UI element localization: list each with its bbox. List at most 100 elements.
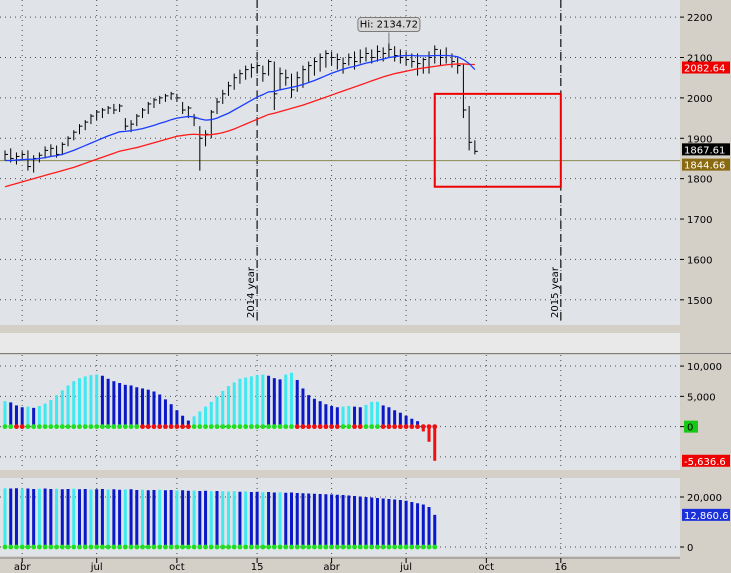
- oscillator-bar: [255, 375, 259, 427]
- high-callout-text: Hi: 2134.72: [360, 19, 418, 30]
- oscillator-bar: [175, 410, 179, 427]
- oscillator-zero-dot: [243, 424, 249, 430]
- volume-zero-dot: [191, 544, 197, 550]
- volume-bar: [341, 495, 345, 547]
- volume-zero-dot: [248, 544, 254, 550]
- oscillator-zero-dot: [117, 424, 122, 430]
- oscillator-bar: [209, 401, 213, 427]
- oscillator-bar: [112, 381, 116, 427]
- volume-bar: [427, 507, 431, 547]
- oscillator-zero-dot: [208, 424, 214, 430]
- oscillator-zero-dot: [226, 424, 231, 430]
- oscillator-zero-dot: [185, 424, 191, 430]
- panel-separator[interactable]: [0, 333, 731, 354]
- oscillator-bar: [221, 390, 225, 427]
- volume-zero-dot: [254, 544, 260, 550]
- volume-bar: [198, 491, 202, 547]
- oscillator-bar: [186, 420, 190, 427]
- oscillator-bar: [358, 407, 362, 427]
- oscillator-bar: [77, 378, 81, 427]
- volume-zero-dot: [357, 544, 363, 550]
- volume-zero-dot: [214, 544, 220, 550]
- oscillator-zero-dot: [59, 424, 65, 430]
- volume-zero-dot: [19, 544, 25, 550]
- last-price-label: 1867.61: [684, 145, 725, 156]
- price-grid: [0, 0, 680, 325]
- volume-bar: [95, 489, 99, 547]
- volume-zero-dot: [266, 544, 271, 550]
- volume-zero-dot: [329, 544, 335, 550]
- volume-bars: [3, 488, 437, 547]
- volume-bar: [416, 503, 420, 547]
- volume-bar: [89, 489, 93, 547]
- oscillator-panel[interactable]: 10,000 5,000 0 -5,636.6: [0, 355, 730, 470]
- price-y-axis: 1500 1600 1700 1800 1900 2000 2100 2200 2082.64 1…: [680, 13, 730, 307]
- level-value-label-box: [682, 158, 730, 171]
- volume-zero-dot: [340, 544, 346, 550]
- oscillator-bar: [295, 379, 299, 427]
- volume-zero-dot: [8, 544, 14, 550]
- price-panel[interactable]: 2014 year 2015 year Hi: 2134.72 150016001…: [0, 0, 730, 325]
- volume-panel[interactable]: 20,000 0 12,860.6: [0, 478, 730, 556]
- volume-zero-dot: [100, 544, 105, 550]
- oscillator-zero-dot: [31, 424, 37, 430]
- volume-bar: [106, 489, 110, 547]
- oscillator-bar: [83, 376, 87, 427]
- volume-zero-dot: [306, 544, 312, 550]
- oscillator-zero-dot: [25, 424, 31, 430]
- volume-zero-dot: [300, 544, 306, 550]
- oscillator-bar: [55, 395, 59, 427]
- oscillator-bar: [49, 399, 53, 427]
- volume-zero-dot: [352, 544, 357, 550]
- oscillator-zero-dot: [88, 424, 94, 430]
- x-axis-tick-label: oct: [169, 562, 185, 573]
- price-plot-area: [0, 0, 680, 325]
- volume-bar: [433, 514, 437, 547]
- volume-zero-dot: [128, 544, 134, 550]
- oscillator-bar: [410, 418, 414, 427]
- volume-zero-dot: [180, 544, 186, 550]
- volume-zero-dots: [2, 544, 438, 550]
- price-axis-tick-label: 1800: [687, 175, 712, 186]
- oscillator-bar: [375, 401, 379, 427]
- volume-zero-dot: [363, 544, 369, 550]
- volume-zero-dot: [346, 544, 352, 550]
- year-separator-label: 2015 year: [550, 266, 561, 318]
- oscillator-zero-dot: [42, 424, 48, 430]
- time-x-axis: abr jul oct 15 abr jul oct 16: [0, 557, 680, 573]
- oscillator-zero-dot: [352, 424, 357, 430]
- oscillator-zero-dot: [54, 424, 59, 430]
- oscillator-bar: [60, 390, 64, 427]
- volume-zero-dot: [369, 544, 375, 550]
- volume-zero-dot: [185, 544, 191, 550]
- oscillator-zero-dot: [266, 424, 271, 430]
- oscillator-bar: [330, 406, 334, 427]
- oscillator-zero-dot: [369, 424, 375, 430]
- oscillator-zero-dot: [392, 424, 398, 430]
- price-axis-tick-label: 1600: [687, 255, 712, 266]
- volume-zero-dot: [82, 544, 88, 550]
- volume-bar: [163, 490, 167, 547]
- ma-value-label-box: [682, 61, 730, 74]
- volume-bar: [421, 504, 425, 547]
- volume-zero-dot: [334, 544, 340, 550]
- oscillator-zero-dot: [151, 424, 157, 430]
- oscillator-zero-dot: [203, 424, 208, 430]
- volume-zero-dot: [94, 544, 100, 550]
- volume-zero-dot: [157, 544, 163, 550]
- volume-zero-dot: [14, 544, 19, 550]
- separator-bar: [0, 333, 680, 353]
- volume-bar: [9, 488, 13, 547]
- oscillator-bar: [307, 395, 311, 427]
- oscillator-zero-dot: [122, 424, 128, 430]
- volume-zero-dot: [2, 544, 8, 550]
- volume-bar: [123, 489, 127, 547]
- moving-average-blue: [5, 54, 476, 162]
- oscillator-zero-dot: [134, 424, 140, 430]
- oscillator-zero-dot: [363, 424, 369, 430]
- oscillator-bar: [318, 401, 322, 427]
- oscillator-bar: [249, 376, 253, 427]
- oscillator-bar: [181, 415, 185, 427]
- oscillator-bar: [347, 406, 351, 427]
- ma-value-label: 2082.64: [684, 64, 725, 75]
